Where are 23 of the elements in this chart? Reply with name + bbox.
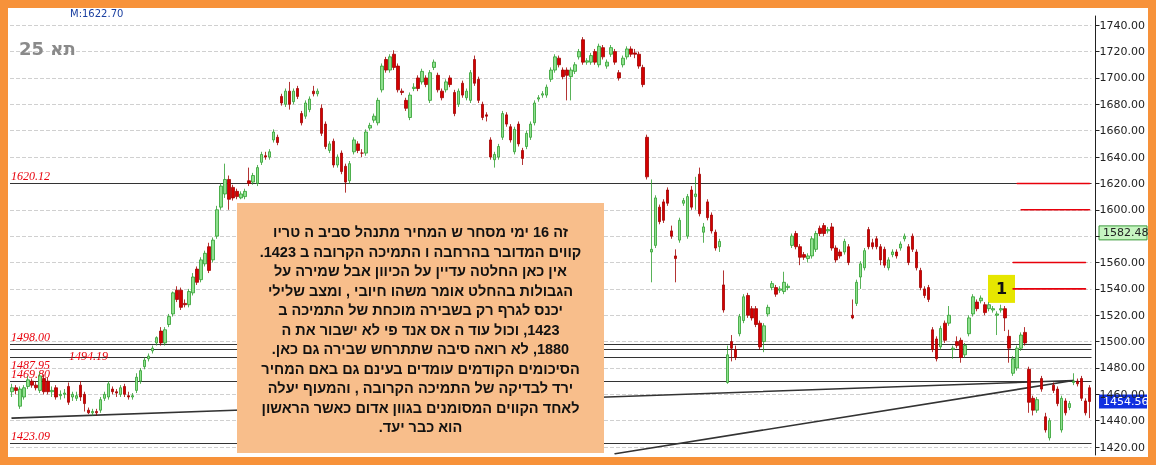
y-tick-label: 1420.00 <box>1099 440 1146 454</box>
text: 1582.48 <box>1103 226 1149 240</box>
y-tick-label: 1540.00 <box>1099 282 1146 296</box>
y-tick-label: 1720.00 <box>1099 45 1146 59</box>
y-tick-label: 1680.00 <box>1099 97 1146 111</box>
annotation: 1 <box>995 279 1008 299</box>
annotation: M:1622.70 <box>70 7 124 19</box>
y-tick-label: 1520.00 <box>1099 308 1146 322</box>
ref-line-label: 1498.00 <box>11 330 50 345</box>
y-tick-label: 1500.00 <box>1099 335 1146 349</box>
y-tick-label: 1480.00 <box>1099 361 1146 375</box>
y-tick-label: 1600.00 <box>1099 203 1146 217</box>
y-tick-label: 1660.00 <box>1099 124 1146 138</box>
ref-line-label: 1620.12 <box>11 169 50 184</box>
y-tick-label: 1640.00 <box>1099 150 1146 164</box>
y-tick-label: 1620.00 <box>1099 176 1146 190</box>
y-tick-label: 1560.00 <box>1099 256 1146 270</box>
text: תא 25 <box>19 37 76 59</box>
y-tick-label: 1740.00 <box>1099 18 1146 32</box>
y-tick-label: 1700.00 <box>1099 71 1146 85</box>
text: זה 16 ימי מסחר ש המחיר מתנהל סביב ה טריו קווים המדובר בהרחבה ו התמיכה הקרובה ב 1423. אין כאן החלטה עדיין על הכיוון אבל שמירה על הגבולות בהחלט אומר משהו חיובי , ומצב שלילי יכנס לגרף רק בשבירה מוכחת של התמיכה ב 1423, וכול עוד ה אס אנד פי לא ישבור את ה 1880, לא רואה סיבה שתתרחש שבירה גם כאן. הסיכומים הקודמים עומדים בעינם גם באם המחיר ירד לבדיקה של התמיכה הקרובה , והמעוף יעלה לאחד הקווים המסומנים בגוון אדום כאשר הראשון הוא כבר יעד. <box>259 224 582 435</box>
y-tick-label: 1440.00 <box>1099 414 1146 428</box>
ref-line-label: 1423.09 <box>11 429 50 444</box>
